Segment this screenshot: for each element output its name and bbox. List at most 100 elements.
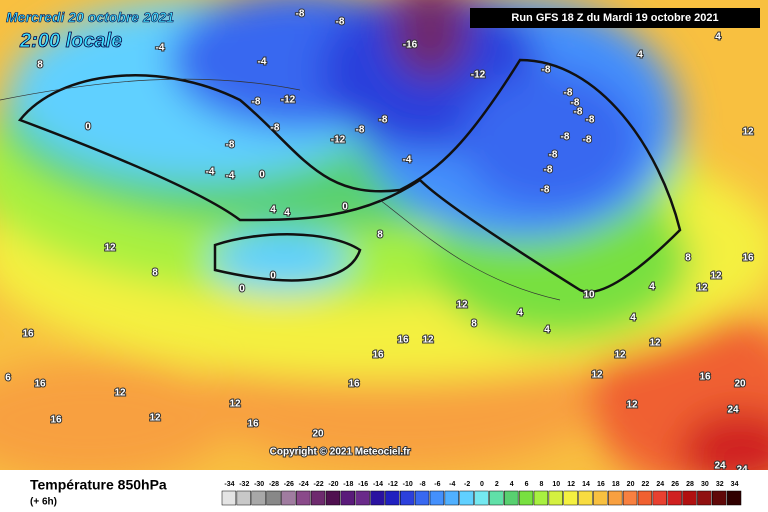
contour-label: 8 [37,60,43,71]
legend-subtitle: (+ 6h) [30,497,57,508]
scale-label: -20 [328,481,338,488]
scale-label: -24 [299,481,309,488]
contour-label: -8 [271,123,280,134]
scale-swatch [385,490,400,506]
scale-label: -6 [434,481,440,488]
scale-label: 20 [627,481,635,488]
contour-label: 16 [372,350,384,361]
contour-label: -8 [541,185,550,196]
contour-label: -4 [156,43,165,54]
scale-label: -16 [358,481,368,488]
scale-label: 6 [525,481,529,488]
contour-label: 16 [22,329,34,340]
scale-swatch [459,490,474,506]
scale-swatch [400,490,415,506]
contour-label: 0 [85,122,91,133]
contour-label: 8 [377,230,383,241]
scale-label: 12 [567,481,575,488]
contour-label: 20 [734,379,746,390]
scale-label: 18 [612,481,620,488]
contour-label: 12 [626,400,638,411]
contour-label: 8 [471,319,477,330]
scale-label: -10 [403,481,413,488]
contour-label: 0 [342,202,348,213]
scale-label: -2 [464,481,470,488]
scale-swatch [637,490,653,506]
contour-label: -8 [336,17,345,28]
contour-label: -8 [574,107,583,118]
scale-swatch [682,490,697,506]
contour-label: 8 [152,268,158,279]
contour-label: -8 [379,115,388,126]
scale-label: 14 [582,481,590,488]
legend-title: Température 850hPa [30,477,167,493]
contour-label: -12 [281,95,296,106]
contour-label: 12 [422,335,434,346]
scale-label: -18 [343,481,353,488]
contour-label: 4 [630,313,636,324]
contour-label: 12 [649,338,661,349]
contour-label: 12 [104,243,116,254]
scale-label: -22 [314,481,324,488]
scale-swatch [340,490,355,506]
map-date: Mercredi 20 octobre 2021 [6,9,174,25]
scale-swatch [355,490,370,506]
scale-swatch [608,490,623,506]
scale-label: 10 [552,481,560,488]
contour-label: 0 [259,170,265,181]
scale-label: 8 [539,481,543,488]
contour-label: 12 [742,127,754,138]
scale-swatch [726,490,742,506]
contour-label: 0 [270,271,276,282]
scale-label: -32 [239,481,249,488]
scale-swatch [667,490,682,506]
scale-label: 0 [480,481,484,488]
scale-swatch [281,490,296,506]
contour-label: 4 [517,308,523,319]
scale-swatch [429,490,445,506]
scale-swatch [652,490,667,506]
contour-label: 16 [50,415,62,426]
contour-label: 12 [710,271,722,282]
scale-label: 26 [671,481,679,488]
scale-label: -12 [388,481,398,488]
contour-label: 4 [284,208,290,219]
contour-label: 12 [696,283,708,294]
contour-label: -4 [403,155,412,166]
scale-swatch [310,490,326,506]
contour-label: -8 [296,9,305,20]
contour-label: -12 [471,70,486,81]
contour-label: 12 [229,399,241,410]
scale-label: -30 [254,481,264,488]
contour-label: -4 [226,171,235,182]
scale-swatch [221,490,237,506]
contour-label: 20 [312,429,324,440]
contour-label: -8 [542,65,551,76]
contour-label: 6 [5,373,11,384]
scale-label: 2 [495,481,499,488]
contour-label: -8 [586,115,595,126]
scale-label: -14 [373,481,383,488]
contour-label: 4 [270,205,276,216]
contour-label: 4 [637,50,643,61]
contour-label: 24 [727,405,739,416]
scale-label: 22 [642,481,650,488]
scale-label: 4 [510,481,514,488]
contour-label: 12 [114,388,126,399]
contour-label: 4 [715,32,721,43]
contour-label: 24 [714,461,726,472]
contour-label: 16 [699,372,711,383]
run-info: Run GFS 18 Z du Mardi 19 octobre 2021 [511,12,718,24]
scale-swatch [414,490,430,506]
contour-label: -8 [583,135,592,146]
contour-label: 16 [397,335,409,346]
contour-label: 12 [149,413,161,424]
scale-swatch [548,490,563,506]
scale-label: -26 [284,481,294,488]
scale-label: -28 [269,481,279,488]
contour-label: 8 [685,253,691,264]
scale-swatch [444,490,459,506]
contour-label: -12 [331,135,346,146]
